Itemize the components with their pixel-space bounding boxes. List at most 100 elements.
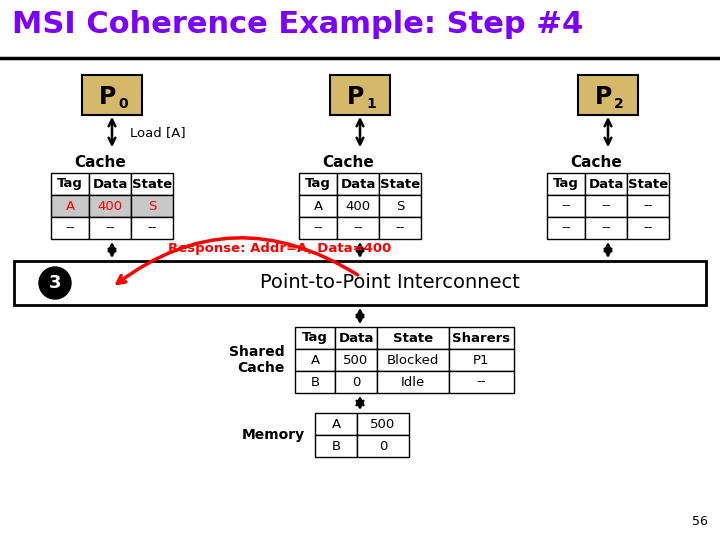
Text: 1: 1 xyxy=(366,97,376,111)
Bar xyxy=(89,195,131,217)
Bar xyxy=(377,371,449,393)
FancyBboxPatch shape xyxy=(82,75,142,115)
Text: A: A xyxy=(313,199,323,213)
Text: Idle: Idle xyxy=(401,375,425,388)
Bar xyxy=(299,173,337,195)
Bar xyxy=(295,327,335,349)
Bar xyxy=(51,217,89,239)
Text: 0: 0 xyxy=(352,375,360,388)
Text: Data: Data xyxy=(338,332,374,345)
Bar xyxy=(335,327,377,349)
Bar xyxy=(295,371,335,393)
Text: Cache: Cache xyxy=(74,155,126,170)
Text: Cache: Cache xyxy=(322,155,374,170)
Bar xyxy=(379,195,421,217)
Bar xyxy=(585,195,627,217)
Text: 400: 400 xyxy=(346,199,371,213)
Bar xyxy=(299,217,337,239)
Text: 500: 500 xyxy=(370,417,395,430)
Bar xyxy=(51,195,89,217)
Bar xyxy=(449,327,514,349)
Bar xyxy=(131,173,173,195)
Text: A: A xyxy=(310,354,320,367)
Bar xyxy=(585,173,627,195)
Text: B: B xyxy=(310,375,320,388)
Text: State: State xyxy=(132,178,172,191)
Text: Shared
Cache: Shared Cache xyxy=(230,345,285,375)
Bar xyxy=(51,173,89,195)
Text: Cache: Cache xyxy=(570,155,622,170)
Text: Point-to-Point Interconnect: Point-to-Point Interconnect xyxy=(260,273,520,293)
Text: --: -- xyxy=(354,221,363,234)
Text: 0: 0 xyxy=(118,97,128,111)
Text: MSI Coherence Example: Step #4: MSI Coherence Example: Step #4 xyxy=(12,10,583,39)
Text: --: -- xyxy=(562,199,571,213)
Text: B: B xyxy=(331,440,341,453)
Text: A: A xyxy=(331,417,341,430)
Text: --: -- xyxy=(105,221,114,234)
Text: --: -- xyxy=(601,221,611,234)
Bar xyxy=(337,195,379,217)
Text: Load [A]: Load [A] xyxy=(130,126,186,139)
Bar xyxy=(131,195,173,217)
Bar xyxy=(131,217,173,239)
Bar xyxy=(585,217,627,239)
Text: Memory: Memory xyxy=(242,428,305,442)
Text: Tag: Tag xyxy=(57,178,83,191)
Bar xyxy=(89,173,131,195)
Text: State: State xyxy=(380,178,420,191)
Text: P1: P1 xyxy=(473,354,490,367)
FancyBboxPatch shape xyxy=(330,75,390,115)
Text: 3: 3 xyxy=(49,274,61,292)
Bar xyxy=(315,435,357,457)
Text: Tag: Tag xyxy=(553,178,579,191)
Bar xyxy=(379,217,421,239)
Text: --: -- xyxy=(148,221,157,234)
Text: State: State xyxy=(628,178,668,191)
Bar xyxy=(299,195,337,217)
Bar xyxy=(335,371,377,393)
Text: 2: 2 xyxy=(614,97,624,111)
Circle shape xyxy=(39,267,71,299)
Bar xyxy=(295,349,335,371)
Text: Blocked: Blocked xyxy=(387,354,439,367)
Bar xyxy=(547,195,585,217)
Bar xyxy=(337,173,379,195)
Bar xyxy=(335,349,377,371)
Text: 400: 400 xyxy=(97,199,122,213)
Text: --: -- xyxy=(313,221,323,234)
Text: S: S xyxy=(396,199,404,213)
Bar xyxy=(379,173,421,195)
Text: --: -- xyxy=(66,221,75,234)
Text: --: -- xyxy=(395,221,405,234)
Text: --: -- xyxy=(562,221,571,234)
Bar xyxy=(89,217,131,239)
Bar xyxy=(627,217,669,239)
Bar xyxy=(377,349,449,371)
Text: Data: Data xyxy=(92,178,127,191)
Text: --: -- xyxy=(477,375,486,388)
FancyBboxPatch shape xyxy=(578,75,638,115)
Bar xyxy=(627,173,669,195)
Text: S: S xyxy=(148,199,156,213)
Text: --: -- xyxy=(601,199,611,213)
Text: --: -- xyxy=(643,199,653,213)
Text: Tag: Tag xyxy=(302,332,328,345)
Bar xyxy=(337,217,379,239)
Text: Response: Addr=A, Data=400: Response: Addr=A, Data=400 xyxy=(168,242,392,255)
Bar xyxy=(449,371,514,393)
Bar xyxy=(357,435,409,457)
Text: 500: 500 xyxy=(343,354,369,367)
Text: 56: 56 xyxy=(692,515,708,528)
Text: State: State xyxy=(393,332,433,345)
Bar xyxy=(315,413,357,435)
Text: P: P xyxy=(347,85,365,109)
Text: P: P xyxy=(595,85,613,109)
Text: --: -- xyxy=(643,221,653,234)
Text: P: P xyxy=(99,85,117,109)
Text: Data: Data xyxy=(341,178,376,191)
Text: Data: Data xyxy=(588,178,624,191)
Text: Tag: Tag xyxy=(305,178,331,191)
Text: 0: 0 xyxy=(379,440,387,453)
Bar xyxy=(449,349,514,371)
